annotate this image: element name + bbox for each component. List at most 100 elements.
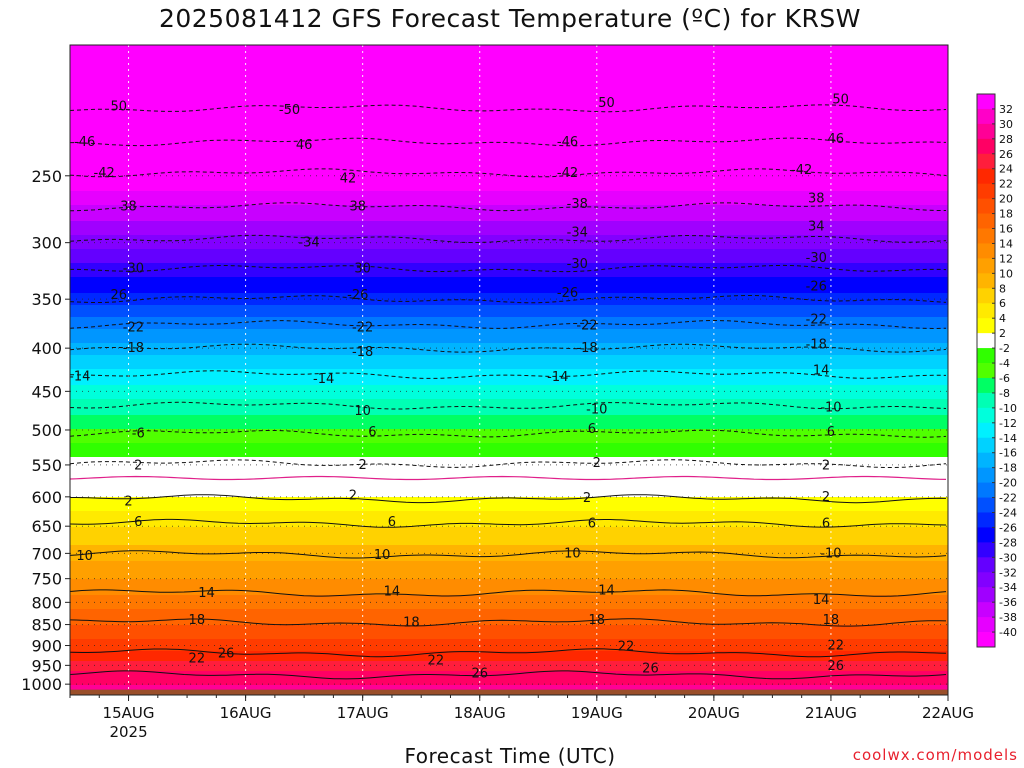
temperature-band	[70, 399, 948, 402]
temperature-band	[70, 547, 948, 550]
colorbar-label: -6	[999, 372, 1010, 385]
colorbar-swatch	[977, 557, 995, 573]
colorbar-label: -40	[999, 626, 1017, 639]
temperature-band	[70, 465, 948, 468]
temperature-band	[70, 123, 948, 126]
temperature-band	[70, 431, 948, 434]
temperature-band	[70, 181, 948, 184]
temperature-band	[70, 477, 948, 480]
temperature-band	[70, 75, 948, 78]
temperature-band	[70, 293, 948, 296]
contour-label: 14	[813, 593, 830, 608]
contour-label: -26	[806, 279, 827, 294]
temperature-band	[70, 507, 948, 510]
y-tick-label: 800	[31, 593, 62, 612]
temperature-band	[70, 117, 948, 120]
colorbar-swatch	[977, 392, 995, 409]
temperature-band	[70, 565, 948, 568]
temperature-band	[70, 115, 948, 118]
temperature-band	[70, 213, 948, 216]
temperature-band	[70, 179, 948, 182]
temperature-band	[70, 73, 948, 76]
contour-label: 38	[350, 200, 367, 215]
contour-label: -38	[567, 197, 588, 212]
temperature-band	[70, 645, 948, 648]
temperature-band	[70, 159, 948, 162]
colorbar-swatch	[977, 632, 995, 648]
contour-label: 22	[428, 653, 445, 668]
y-tick-label: 250	[31, 167, 62, 186]
temperature-band	[70, 313, 948, 316]
contour-label: 26	[828, 659, 845, 674]
temperature-band	[70, 589, 948, 592]
temperature-band	[70, 379, 948, 382]
contour-label: -10	[820, 400, 841, 415]
colorbar-swatch	[977, 288, 995, 304]
temperature-band	[70, 607, 948, 610]
contour-label: 38	[120, 200, 137, 215]
temperature-band	[70, 141, 948, 144]
contour-label: 14	[813, 363, 830, 378]
temperature-band	[70, 161, 948, 164]
colorbar-label: 12	[999, 252, 1013, 265]
temperature-band	[70, 551, 948, 554]
colorbar-swatch	[977, 303, 995, 319]
temperature-band	[70, 163, 948, 166]
y-axis-ticks: 250 300 350 400 450 500 550 600 650 700 750 800 850 9…	[21, 167, 70, 694]
temperature-band	[70, 519, 948, 522]
temperature-band	[70, 571, 948, 574]
temperature-band	[70, 171, 948, 174]
temperature-band	[70, 235, 948, 238]
ground-fill	[70, 689, 948, 695]
temperature-band	[70, 101, 948, 104]
temperature-band	[70, 279, 948, 282]
temperature-band	[70, 157, 948, 160]
contour-label: -14	[547, 370, 568, 385]
y-tick-label: 650	[31, 517, 62, 536]
contour-lines	[70, 104, 947, 680]
temperature-band	[70, 433, 948, 436]
temperature-band	[70, 63, 948, 66]
temperature-band	[70, 283, 948, 286]
x-tick-label: 18AUG	[454, 704, 506, 722]
temperature-band	[70, 325, 948, 328]
y-tick-label: 950	[31, 656, 62, 675]
temperature-band	[70, 481, 948, 484]
temperature-band	[70, 483, 948, 486]
contour-label: -46	[74, 135, 95, 150]
contour-label: 26	[471, 667, 488, 682]
contour-line	[70, 168, 947, 178]
colorbar-label: -26	[999, 521, 1017, 534]
contour-label: 50	[111, 100, 128, 115]
contour-label: -14	[69, 369, 90, 384]
temperature-band	[70, 311, 948, 314]
temperature-band	[70, 209, 948, 212]
contour-line	[70, 550, 947, 559]
temperature-band	[70, 491, 948, 494]
temperature-band	[70, 553, 948, 556]
temperature-band	[70, 469, 948, 472]
temperature-band	[70, 225, 948, 228]
temperature-band	[70, 427, 948, 430]
temperature-band	[70, 401, 948, 404]
x-tick-label: 16AUG	[220, 704, 272, 722]
temperature-band	[70, 509, 948, 512]
temperature-band	[70, 301, 948, 304]
contour-label: 6	[368, 425, 376, 440]
temperature-band	[70, 375, 948, 378]
temperature-band	[70, 223, 948, 226]
temperature-band	[70, 143, 948, 146]
temperature-band	[70, 201, 948, 204]
colorbar-label: 18	[999, 208, 1013, 221]
temperature-band	[70, 221, 948, 224]
contour-label: -10	[820, 546, 841, 561]
temperature-band	[70, 193, 948, 196]
temperature-band	[70, 495, 948, 498]
temperature-band	[70, 251, 948, 254]
credit-link[interactable]: coolwx.com/models	[852, 746, 1018, 764]
temperature-band	[70, 337, 948, 340]
temperature-band	[70, 573, 948, 576]
temperature-band	[70, 295, 948, 298]
